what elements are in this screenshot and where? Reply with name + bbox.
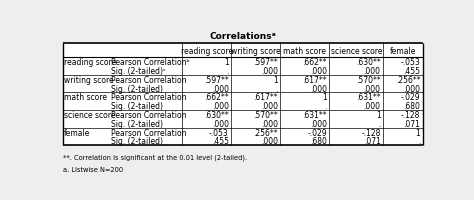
Text: .000: .000 xyxy=(212,119,228,128)
Text: .662**: .662** xyxy=(302,58,327,67)
Text: .000: .000 xyxy=(310,84,327,93)
Text: **. Correlation is significant at the 0.01 level (2-tailed).: **. Correlation is significant at the 0.… xyxy=(63,153,247,160)
Text: .000: .000 xyxy=(212,102,228,111)
Text: .570**: .570** xyxy=(253,110,278,119)
Text: .680: .680 xyxy=(310,137,327,146)
Text: .000: .000 xyxy=(364,84,381,93)
Text: .: . xyxy=(275,84,278,93)
Text: female: female xyxy=(390,46,416,55)
Text: .000: .000 xyxy=(261,137,278,146)
Text: reading score: reading score xyxy=(181,46,233,55)
Text: Correlationsᵃ: Correlationsᵃ xyxy=(210,32,276,41)
Text: .: . xyxy=(226,67,228,76)
Text: female: female xyxy=(64,128,91,137)
Text: .597**: .597** xyxy=(204,75,228,84)
Text: .455: .455 xyxy=(403,67,420,76)
Text: 1: 1 xyxy=(322,93,327,102)
Text: .000: .000 xyxy=(261,102,278,111)
Text: .: . xyxy=(378,119,381,128)
Text: math score: math score xyxy=(64,93,107,102)
Text: -.053: -.053 xyxy=(209,128,228,137)
Text: .000: .000 xyxy=(364,102,381,111)
Text: .630**: .630** xyxy=(204,110,228,119)
Text: .000: .000 xyxy=(261,119,278,128)
Text: .597**: .597** xyxy=(253,58,278,67)
Text: 1: 1 xyxy=(273,75,278,84)
Text: .000: .000 xyxy=(403,84,420,93)
Text: -.029: -.029 xyxy=(307,128,327,137)
Text: .000: .000 xyxy=(364,67,381,76)
Text: Pearson Correlation: Pearson Correlation xyxy=(111,93,186,102)
Text: .000: .000 xyxy=(261,67,278,76)
Text: science score: science score xyxy=(64,110,116,119)
Text: Sig. (2-tailed): Sig. (2-tailed) xyxy=(111,137,163,146)
Text: -.128: -.128 xyxy=(401,110,420,119)
Text: .071: .071 xyxy=(364,137,381,146)
Text: .662**: .662** xyxy=(204,93,228,102)
Text: .: . xyxy=(418,137,420,146)
Text: .617**: .617** xyxy=(253,93,278,102)
Text: .000: .000 xyxy=(310,67,327,76)
Text: Pearson Correlationᵇ: Pearson Correlationᵇ xyxy=(111,58,190,67)
Text: .071: .071 xyxy=(403,119,420,128)
Text: .256**: .256** xyxy=(253,128,278,137)
Text: science score: science score xyxy=(330,46,382,55)
Text: Pearson Correlation: Pearson Correlation xyxy=(111,128,186,137)
Text: writing score: writing score xyxy=(64,75,114,84)
Text: reading score: reading score xyxy=(64,58,116,67)
Text: Sig. (2-tailed): Sig. (2-tailed) xyxy=(111,84,163,93)
Text: .680: .680 xyxy=(403,102,420,111)
Text: .631**: .631** xyxy=(356,93,381,102)
Text: Sig. (2-tailed): Sig. (2-tailed) xyxy=(111,102,163,111)
Text: .000: .000 xyxy=(310,119,327,128)
Text: .: . xyxy=(325,102,327,111)
Text: -.029: -.029 xyxy=(401,93,420,102)
Text: -.128: -.128 xyxy=(361,128,381,137)
Text: .570**: .570** xyxy=(356,75,381,84)
Text: 1: 1 xyxy=(376,110,381,119)
Text: a. Listwise N=200: a. Listwise N=200 xyxy=(63,166,123,172)
Text: .617**: .617** xyxy=(302,75,327,84)
Text: 1: 1 xyxy=(416,128,420,137)
Text: 1: 1 xyxy=(224,58,228,67)
Text: Pearson Correlation: Pearson Correlation xyxy=(111,110,186,119)
Text: .631**: .631** xyxy=(302,110,327,119)
Text: .630**: .630** xyxy=(356,58,381,67)
Text: .256**: .256** xyxy=(396,75,420,84)
Text: Pearson Correlation: Pearson Correlation xyxy=(111,75,186,84)
Text: .455: .455 xyxy=(212,137,228,146)
Text: math score: math score xyxy=(283,46,327,55)
Text: Sig. (2-tailed): Sig. (2-tailed) xyxy=(111,119,163,128)
Text: -.053: -.053 xyxy=(401,58,420,67)
Text: Sig. (2-tailed)ᶜ: Sig. (2-tailed)ᶜ xyxy=(111,67,165,76)
Text: .000: .000 xyxy=(212,84,228,93)
Text: writing score: writing score xyxy=(231,46,281,55)
